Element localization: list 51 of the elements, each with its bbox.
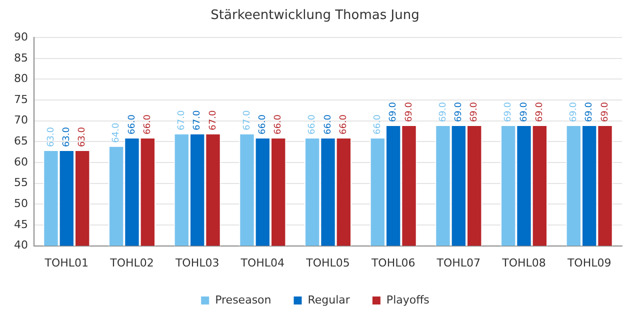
y-tick-label: 40	[14, 238, 28, 252]
x-tick-label: TOHL02	[109, 256, 154, 270]
x-tick-label: TOHL09	[566, 256, 612, 270]
data-label: 67.0	[242, 110, 252, 130]
legend-label: Playoffs	[386, 293, 430, 306]
data-label: 69.0	[600, 102, 610, 122]
data-label: 66.0	[143, 114, 154, 135]
data-label: 67.0	[208, 110, 218, 130]
x-tick-label: TOHL03	[174, 256, 220, 270]
data-label: 69.0	[535, 102, 546, 122]
y-tick-label: 60	[14, 155, 28, 168]
data-label: 67.0	[176, 110, 187, 130]
chart-title: Stärkeentwicklung Thomas Jung	[210, 8, 420, 24]
data-label: 69.0	[388, 102, 399, 122]
data-label: 66.0	[258, 114, 268, 135]
data-label: 66.0	[339, 114, 350, 135]
data-label: 66.0	[308, 114, 318, 135]
data-label: 69.0	[568, 102, 579, 122]
x-tick-label: TOHL06	[370, 256, 416, 270]
y-tick-label: 45	[14, 218, 28, 231]
data-label: 69.0	[519, 102, 530, 122]
data-label: 69.0	[470, 102, 480, 122]
y-tick-label: 90	[14, 30, 28, 44]
y-tick-label: 70	[14, 114, 28, 127]
data-label: 69.0	[454, 102, 464, 122]
data-label: 63.0	[62, 126, 72, 148]
x-tick-label: TOHL05	[305, 256, 350, 270]
data-label: 66.0	[127, 114, 138, 135]
data-label: 63.0	[78, 126, 88, 148]
y-tick-label: 55	[14, 176, 28, 190]
y-tick-label: 80	[14, 72, 28, 86]
x-tick-label: TOHL04	[240, 256, 285, 270]
data-label: 63.0	[46, 126, 56, 148]
legend-label: Preseason	[215, 293, 272, 306]
x-tick-label: TOHL01	[44, 256, 89, 270]
data-label: 66.0	[372, 114, 383, 135]
data-label: 69.0	[438, 102, 448, 122]
y-tick-label: 50	[14, 197, 28, 210]
y-tick-label: 85	[14, 51, 28, 64]
data-label: 67.0	[192, 110, 203, 130]
data-label: 69.0	[504, 102, 514, 122]
data-label: 66.0	[323, 114, 334, 135]
x-tick-label: TOHL08	[501, 256, 546, 270]
data-label: 69.0	[404, 102, 414, 122]
data-label: 64.0	[112, 122, 122, 143]
data-label: 66.0	[274, 114, 284, 135]
data-label: 69.0	[584, 102, 595, 122]
y-tick-label: 65	[14, 134, 28, 148]
y-tick-label: 75	[14, 92, 28, 106]
legend-label: Regular	[308, 293, 350, 306]
x-tick-label: TOHL07	[436, 256, 481, 270]
